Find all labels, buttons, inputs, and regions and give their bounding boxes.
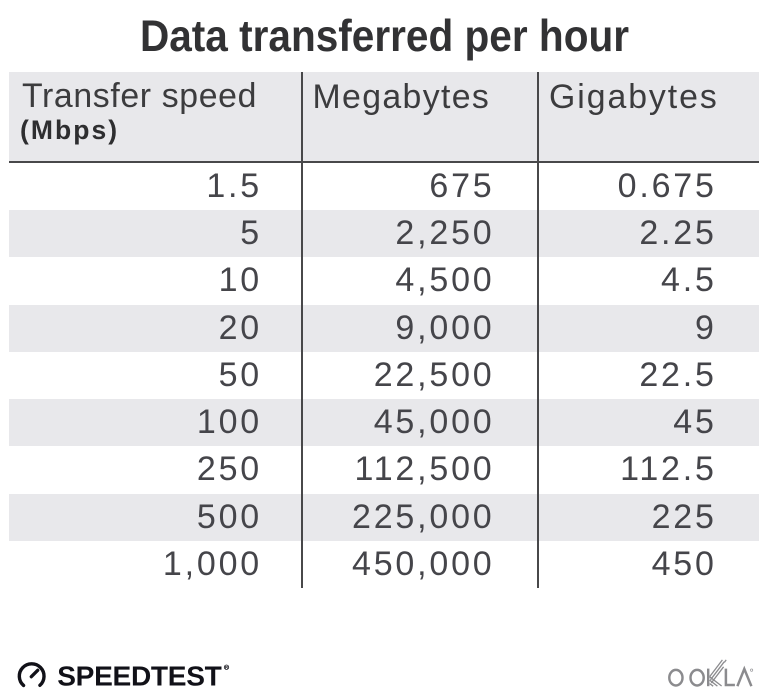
svg-text:SPEEDTEST: SPEEDTEST (57, 660, 221, 691)
svg-text:R: R (225, 665, 229, 670)
